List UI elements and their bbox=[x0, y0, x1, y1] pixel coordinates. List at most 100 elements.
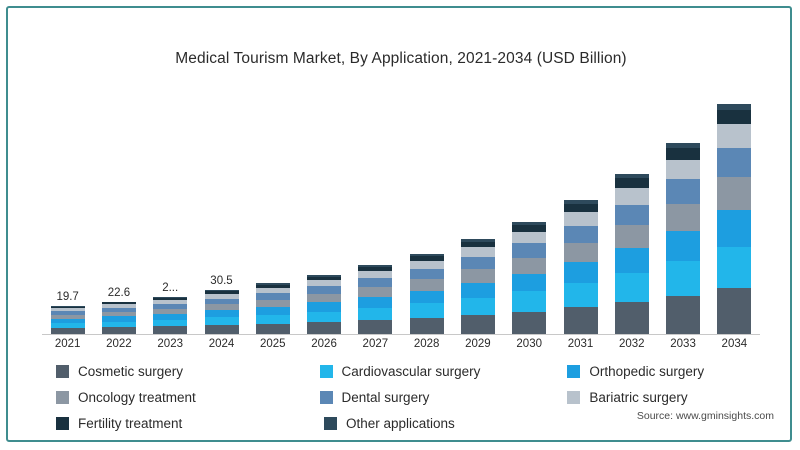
bar-segment bbox=[358, 307, 393, 321]
bar-segment bbox=[614, 188, 649, 205]
bar-segment bbox=[255, 314, 290, 324]
legend-label: Fertility treatment bbox=[78, 415, 183, 431]
bar-group[interactable] bbox=[358, 265, 393, 334]
bar-segment bbox=[614, 247, 649, 274]
legend-label: Other applications bbox=[346, 415, 455, 431]
x-tick-label: 2030 bbox=[516, 338, 542, 350]
chart-legend: Cosmetic surgery Cardiovascular surgery Or… bbox=[38, 358, 764, 436]
bar-segment bbox=[101, 301, 136, 303]
legend-item[interactable]: Cosmetic surgery bbox=[38, 364, 320, 379]
legend-item[interactable]: Bariatric surgery bbox=[567, 390, 764, 405]
bar-segment bbox=[409, 255, 444, 261]
bar-segment bbox=[101, 302, 136, 305]
source-note: Source: www.gminsights.com bbox=[636, 410, 774, 422]
x-axis-tick-labels: 2021 2022 2023 2024 2025 2026 2027 2028 2029 2030… bbox=[42, 338, 760, 354]
chart-frame: Medical Tourism Market, By Application, … bbox=[6, 6, 792, 442]
bar-segment bbox=[255, 323, 290, 334]
bar-segment bbox=[409, 279, 444, 291]
bar-segment bbox=[460, 282, 495, 298]
bar-segment bbox=[204, 317, 239, 326]
bar-segment bbox=[255, 283, 290, 285]
bar-group[interactable]: 30.5 bbox=[204, 275, 239, 334]
bar-group[interactable]: 22.6 bbox=[101, 287, 136, 334]
legend-item[interactable]: Fertility treatment bbox=[38, 416, 324, 431]
bar-segment bbox=[101, 321, 136, 328]
bar-group[interactable] bbox=[717, 104, 752, 334]
bar-segment bbox=[512, 224, 547, 232]
bar-segment bbox=[563, 200, 598, 204]
bar-segment bbox=[50, 323, 85, 329]
x-tick-label: 2032 bbox=[618, 338, 645, 350]
bar-segment bbox=[153, 313, 188, 320]
bar-segment bbox=[307, 276, 342, 281]
bar-value-label: 2... bbox=[162, 281, 179, 294]
bar-group[interactable] bbox=[666, 142, 701, 334]
x-tick-label: 2033 bbox=[670, 338, 696, 350]
bar-group[interactable] bbox=[307, 275, 342, 334]
legend-item[interactable]: Oncology treatment bbox=[38, 390, 320, 405]
bar-group[interactable] bbox=[512, 221, 547, 334]
bar-segment bbox=[563, 212, 598, 226]
bar-segment bbox=[153, 297, 188, 300]
bar-segment bbox=[717, 104, 752, 111]
bar-segment bbox=[101, 304, 136, 308]
bar-segment bbox=[717, 287, 752, 334]
bar-segment bbox=[153, 308, 188, 314]
bar-group[interactable]: 19.7 bbox=[50, 291, 85, 334]
bar-group[interactable] bbox=[255, 283, 290, 334]
bar-group[interactable] bbox=[460, 239, 495, 334]
x-axis-line bbox=[42, 334, 760, 335]
bar-segment bbox=[101, 311, 136, 317]
x-tick-label: 2026 bbox=[311, 338, 337, 350]
bar-segment bbox=[153, 296, 188, 298]
legend-swatch bbox=[56, 390, 69, 404]
bar-segment bbox=[409, 303, 444, 318]
bar-segment bbox=[512, 221, 547, 225]
bar-segment bbox=[307, 302, 342, 312]
bar-segment bbox=[614, 273, 649, 303]
bar-segment bbox=[409, 290, 444, 304]
bar-segment bbox=[563, 225, 598, 243]
bar-segment bbox=[204, 310, 239, 318]
bar-segment bbox=[460, 314, 495, 334]
bar-segment bbox=[255, 288, 290, 294]
legend-row: Oncology treatment Dental surgery Bariatri… bbox=[38, 384, 764, 410]
x-tick-label: 2034 bbox=[721, 338, 748, 350]
bar-segment bbox=[307, 280, 342, 287]
legend-item[interactable]: Dental surgery bbox=[319, 390, 568, 405]
bar-segment bbox=[255, 284, 290, 288]
bar-segment bbox=[666, 142, 701, 148]
bar-segment bbox=[358, 271, 393, 279]
bar-segment bbox=[50, 308, 85, 312]
legend-label: Orthopedic surgery bbox=[589, 363, 705, 379]
bar-segment bbox=[50, 306, 85, 309]
bar-segment bbox=[409, 268, 444, 280]
plot-area: 19.7 22.6 2... 30.5 bbox=[42, 86, 760, 334]
bar-segment bbox=[255, 293, 290, 300]
bar-segment bbox=[614, 302, 649, 334]
bar-group[interactable] bbox=[614, 174, 649, 334]
bar-segment bbox=[512, 311, 547, 334]
legend-item[interactable]: Other applications bbox=[324, 416, 576, 431]
bar-segment bbox=[50, 314, 85, 319]
bar-segment bbox=[255, 306, 290, 315]
bar-segment bbox=[307, 286, 342, 294]
legend-item[interactable]: Orthopedic surgery bbox=[567, 364, 764, 379]
bar-segment bbox=[409, 253, 444, 256]
bar-segment bbox=[358, 296, 393, 308]
bar-segment bbox=[563, 283, 598, 308]
bar-group[interactable]: 2... bbox=[153, 282, 188, 334]
bar-segment bbox=[717, 210, 752, 247]
bar-group[interactable] bbox=[563, 200, 598, 334]
bar-segment bbox=[101, 316, 136, 322]
bar-segment bbox=[358, 267, 393, 272]
legend-swatch bbox=[567, 364, 581, 378]
bar-group[interactable] bbox=[409, 253, 444, 335]
x-tick-label: 2028 bbox=[413, 338, 440, 350]
bar-segment bbox=[563, 307, 598, 334]
bar-segment bbox=[101, 327, 136, 334]
bar-segment bbox=[204, 304, 239, 311]
bar-segment bbox=[50, 305, 85, 307]
legend-item[interactable]: Cardiovascular surgery bbox=[319, 364, 568, 379]
bar-segment bbox=[50, 318, 85, 324]
